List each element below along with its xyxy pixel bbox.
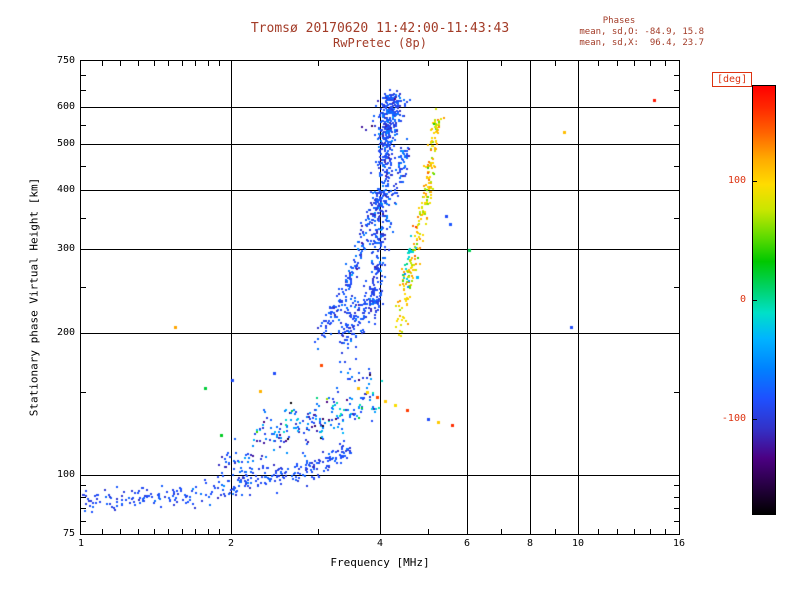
y-tick-label: 200 <box>56 327 75 338</box>
x-tick-label: 1 <box>77 538 85 549</box>
colorbar-tick <box>752 300 757 301</box>
y-tick-label: 500 <box>56 138 75 149</box>
x-tick-label: 10 <box>571 538 585 549</box>
y-tick-label: 750 <box>56 55 75 66</box>
phase-stats-x-line: mean, sd,X: 96.4, 23.7 <box>579 38 704 48</box>
x-tick-label: 4 <box>376 538 384 549</box>
y-tick-label: 300 <box>56 243 75 254</box>
x-tick-label: 8 <box>526 538 534 549</box>
colorbar-units-label: [deg] <box>712 72 753 87</box>
x-axis-label: Frequency [MHz] <box>330 556 430 569</box>
y-tick-label: 100 <box>56 469 75 480</box>
chart-subtitle: RwPretec (8p) <box>333 36 427 50</box>
y-tick-label: 600 <box>56 101 75 112</box>
scatter-canvas <box>81 61 679 534</box>
x-tick-label: 16 <box>672 538 686 549</box>
phase-stats-header: Phases <box>602 16 636 26</box>
phase-stats: Phases mean, sd,O: -84.9, 15.8 mean, sd,… <box>534 16 704 49</box>
colorbar-tick <box>752 419 757 420</box>
phase-stats-o-line: mean, sd,O: -84.9, 15.8 <box>579 27 704 37</box>
colorbar-tick-label: 100 <box>727 175 746 186</box>
y-axis-label: Stationary phase Virtual Height [km] <box>27 177 41 417</box>
x-tick-label: 6 <box>463 538 471 549</box>
x-tick-label: 2 <box>227 538 235 549</box>
colorbar-tick-label: -100 <box>721 413 746 424</box>
y-tick-label: 400 <box>56 184 75 195</box>
colorbar-tick <box>752 181 757 182</box>
chart-title: Tromsø 20170620 11:42:00-11:43:43 <box>250 21 510 36</box>
colorbar-tick-label: 0 <box>739 294 746 305</box>
plot-area <box>80 60 680 535</box>
y-tick-label: 75 <box>62 528 75 539</box>
